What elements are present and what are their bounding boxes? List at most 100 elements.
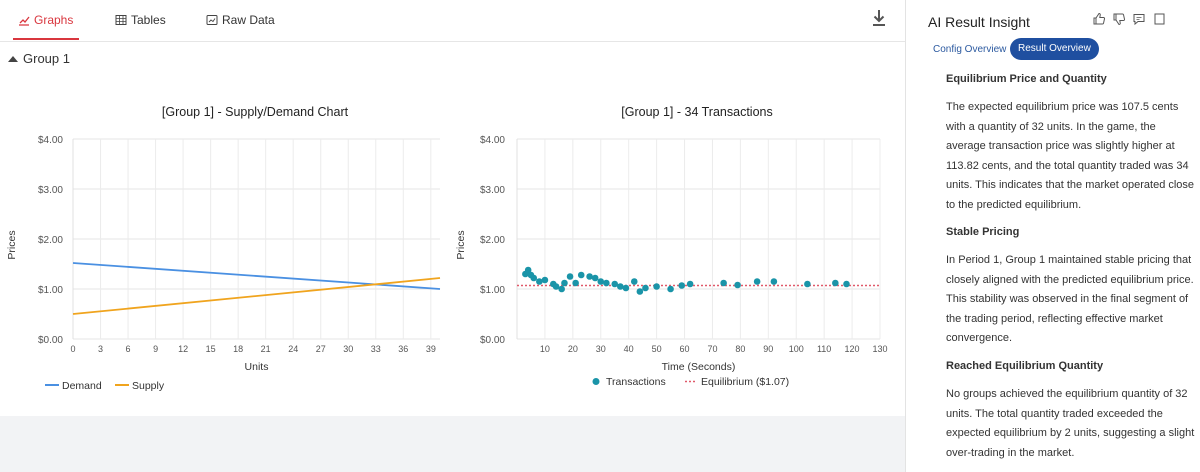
panel-divider bbox=[905, 0, 906, 472]
sd-series-supply-line bbox=[72, 277, 441, 315]
tx-x-tick-label: 90 bbox=[763, 344, 773, 354]
tx-transaction-point bbox=[720, 279, 727, 287]
group-toggle[interactable]: Group 1 bbox=[8, 51, 70, 66]
tx-transaction-point bbox=[753, 278, 761, 285]
sd-y-tick-label: $4.00 bbox=[38, 135, 63, 146]
tx-transaction-point bbox=[536, 278, 543, 285]
tx-legend-label-equilibrium: Equilibrium ($1.07) bbox=[701, 376, 789, 388]
tab-tables[interactable]: Tables bbox=[115, 13, 166, 27]
tab-graphs-label: Graphs bbox=[34, 13, 74, 27]
tx-x-tick-label: 130 bbox=[872, 344, 887, 354]
thumbs-up-icon[interactable] bbox=[1092, 12, 1106, 26]
section-heading-quantity: Reached Equilibrium Quantity bbox=[946, 360, 1104, 372]
tx-x-tick-label: 30 bbox=[596, 344, 606, 354]
tx-x-tick-label: 70 bbox=[707, 344, 717, 354]
tab-raw-data-label: Raw Data bbox=[222, 13, 275, 27]
tx-x-tick-label: 50 bbox=[652, 344, 662, 354]
tx-transaction-point bbox=[630, 278, 638, 285]
tx-y-tick-label: $2.00 bbox=[480, 235, 505, 246]
config-overview-pill[interactable]: Config Overview bbox=[924, 38, 1016, 60]
tx-transaction-point bbox=[541, 276, 549, 284]
thumbs-down-icon[interactable] bbox=[1112, 12, 1126, 26]
group-label: Group 1 bbox=[23, 51, 70, 66]
view-tabs: Graphs Tables Raw Data bbox=[0, 0, 905, 42]
sd-y-tick-label: $1.00 bbox=[38, 285, 63, 296]
download-icon[interactable] bbox=[870, 8, 888, 30]
sd-x-tick-label: 36 bbox=[398, 344, 408, 354]
tx-transaction-point bbox=[566, 273, 574, 280]
sd-x-tick-label: 21 bbox=[261, 344, 271, 354]
chart-icon bbox=[19, 16, 30, 26]
tx-transaction-point bbox=[832, 279, 839, 287]
tx-y-axis-label: Prices bbox=[455, 230, 467, 259]
tx-chart-title: [Group 1] - 34 Transactions bbox=[621, 105, 772, 119]
bottom-band bbox=[0, 416, 905, 472]
sd-x-tick-label: 18 bbox=[233, 344, 243, 354]
tx-transaction-point bbox=[734, 281, 741, 289]
tx-transaction-point bbox=[530, 274, 538, 282]
sd-y-axis-label: Prices bbox=[6, 230, 18, 259]
tx-transaction-point bbox=[558, 285, 565, 293]
tx-transaction-point bbox=[843, 280, 850, 288]
tx-x-tick-label: 120 bbox=[845, 344, 860, 354]
sd-legend-label-supply: Supply bbox=[132, 380, 165, 392]
tx-transaction-point bbox=[611, 280, 619, 288]
sd-y-tick-label: $3.00 bbox=[38, 185, 63, 196]
tx-transaction-point bbox=[653, 283, 660, 290]
tx-legend-label-transactions: Transactions bbox=[606, 376, 666, 388]
tx-x-tick-label: 60 bbox=[680, 344, 690, 354]
tab-graphs[interactable]: Graphs bbox=[18, 13, 73, 27]
tx-transaction-point bbox=[552, 283, 560, 290]
tx-transaction-point bbox=[577, 271, 585, 279]
tx-x-tick-label: 20 bbox=[568, 344, 578, 354]
tx-transaction-point bbox=[524, 266, 532, 274]
sd-x-tick-label: 0 bbox=[70, 344, 75, 354]
tx-transaction-point bbox=[636, 288, 644, 295]
collapse-triangle-icon bbox=[8, 55, 18, 62]
active-tab-indicator bbox=[13, 38, 79, 40]
sd-x-tick-label: 27 bbox=[316, 344, 326, 354]
sd-x-tick-label: 33 bbox=[371, 344, 381, 354]
sd-x-tick-label: 12 bbox=[178, 344, 188, 354]
graphs-panel: Graphs Tables Raw Data Group 1 [Group 1]… bbox=[0, 0, 905, 472]
tx-y-tick-label: $3.00 bbox=[480, 185, 505, 196]
sd-x-tick-label: 6 bbox=[126, 344, 131, 354]
section-heading-equilibrium: Equilibrium Price and Quantity bbox=[946, 73, 1107, 85]
tx-transaction-point bbox=[617, 283, 624, 290]
sd-y-tick-label: $2.00 bbox=[38, 235, 63, 246]
tx-transaction-point bbox=[622, 284, 630, 292]
sd-x-tick-label: 15 bbox=[206, 344, 216, 354]
tx-transaction-point bbox=[591, 274, 599, 282]
sd-x-tick-label: 30 bbox=[343, 344, 353, 354]
tx-transaction-point bbox=[572, 279, 579, 287]
section-heading-stable-pricing: Stable Pricing bbox=[946, 226, 1020, 238]
sd-x-tick-label: 24 bbox=[288, 344, 298, 354]
tx-transaction-point bbox=[642, 284, 649, 292]
sd-x-tick-label: 39 bbox=[426, 344, 436, 354]
tx-transaction-point bbox=[561, 279, 568, 287]
tx-transaction-point bbox=[678, 282, 686, 289]
tx-x-axis-label: Time (Seconds) bbox=[662, 361, 736, 373]
tx-transaction-point bbox=[686, 280, 694, 288]
tx-x-tick-label: 40 bbox=[624, 344, 634, 354]
tx-y-tick-label: $0.00 bbox=[480, 335, 505, 346]
copy-icon[interactable] bbox=[1152, 12, 1166, 26]
tx-transaction-point bbox=[804, 280, 811, 288]
tx-legend-swatch-transactions bbox=[592, 378, 600, 385]
tx-transaction-point bbox=[770, 278, 778, 285]
tab-raw-data[interactable]: Raw Data bbox=[206, 13, 275, 27]
tx-x-tick-label: 100 bbox=[789, 344, 804, 354]
sd-legend-label-demand: Demand bbox=[62, 380, 102, 392]
comment-icon[interactable] bbox=[1132, 12, 1146, 26]
raw-data-icon bbox=[206, 15, 218, 25]
tx-transaction-point bbox=[597, 278, 605, 285]
charts-area: [Group 1] - Supply/Demand Chart $0.00 $1.0… bbox=[6, 105, 888, 392]
section-body-quantity: No groups achieved the equilibrium quant… bbox=[946, 388, 1195, 459]
sd-chart-title: [Group 1] - Supply/Demand Chart bbox=[162, 105, 349, 119]
tx-x-tick-label: 80 bbox=[735, 344, 745, 354]
tx-transaction-point bbox=[586, 273, 593, 280]
tx-transaction-point bbox=[603, 279, 610, 287]
tab-tables-label: Tables bbox=[131, 13, 166, 27]
result-overview-pill[interactable]: Result Overview bbox=[1010, 38, 1099, 60]
sd-x-tick-label: 3 bbox=[98, 344, 103, 354]
